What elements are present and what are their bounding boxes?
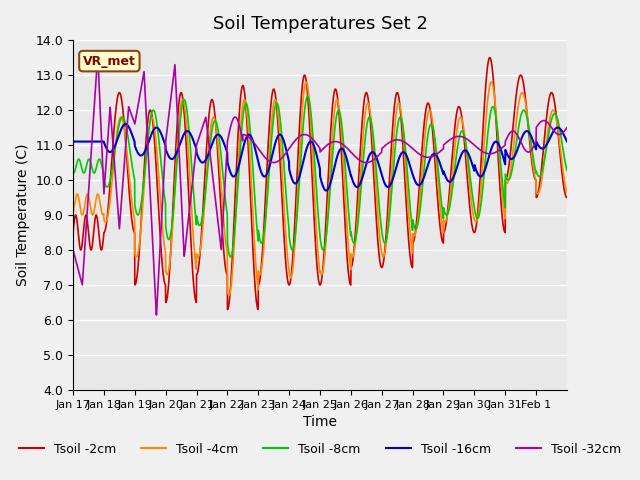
- Tsoil -16cm: [323, 188, 330, 193]
- Tsoil -32cm: [349, 152, 357, 158]
- Tsoil -4cm: [225, 293, 233, 299]
- Tsoil -32cm: [94, 52, 102, 58]
- Tsoil -2cm: [69, 229, 77, 235]
- Tsoil -32cm: [119, 183, 127, 189]
- Tsoil -16cm: [69, 139, 77, 144]
- Tsoil -32cm: [69, 247, 77, 253]
- Tsoil -4cm: [556, 145, 564, 151]
- Tsoil -32cm: [563, 125, 571, 131]
- Tsoil -2cm: [349, 254, 357, 260]
- Legend: Tsoil -2cm, Tsoil -4cm, Tsoil -8cm, Tsoil -16cm, Tsoil -32cm: Tsoil -2cm, Tsoil -4cm, Tsoil -8cm, Tsoi…: [14, 438, 626, 461]
- Title: Soil Temperatures Set 2: Soil Temperatures Set 2: [212, 15, 428, 33]
- Line: Tsoil -2cm: Tsoil -2cm: [73, 58, 567, 310]
- Tsoil -4cm: [468, 208, 476, 214]
- Tsoil -16cm: [225, 166, 233, 171]
- Tsoil -8cm: [497, 158, 504, 164]
- Line: Tsoil -4cm: Tsoil -4cm: [73, 82, 567, 296]
- Tsoil -2cm: [223, 307, 231, 312]
- Tsoil -2cm: [556, 154, 564, 159]
- Text: VR_met: VR_met: [83, 55, 136, 68]
- Tsoil -4cm: [118, 117, 126, 122]
- Line: Tsoil -32cm: Tsoil -32cm: [73, 55, 567, 315]
- Tsoil -16cm: [122, 121, 129, 127]
- Line: Tsoil -16cm: Tsoil -16cm: [73, 124, 567, 191]
- Tsoil -4cm: [69, 210, 77, 216]
- Tsoil -8cm: [69, 170, 77, 176]
- Tsoil -8cm: [118, 114, 126, 120]
- Line: Tsoil -8cm: Tsoil -8cm: [73, 96, 567, 257]
- Tsoil -16cm: [468, 163, 476, 168]
- Tsoil -4cm: [497, 169, 504, 175]
- Tsoil -32cm: [556, 132, 564, 137]
- Tsoil -8cm: [304, 93, 312, 99]
- Tsoil -8cm: [563, 168, 571, 173]
- Tsoil -2cm: [118, 103, 126, 108]
- Tsoil -32cm: [153, 312, 161, 318]
- Tsoil -8cm: [468, 193, 476, 199]
- Tsoil -8cm: [556, 130, 564, 135]
- Tsoil -4cm: [563, 189, 571, 195]
- Tsoil -8cm: [349, 240, 357, 246]
- Tsoil -16cm: [556, 126, 564, 132]
- Tsoil -8cm: [225, 251, 233, 256]
- Tsoil -16cm: [497, 145, 504, 151]
- Tsoil -2cm: [225, 300, 233, 305]
- Tsoil -4cm: [225, 292, 233, 298]
- Tsoil -2cm: [486, 55, 493, 60]
- Tsoil -8cm: [227, 254, 234, 260]
- Tsoil -2cm: [497, 192, 504, 198]
- Tsoil -2cm: [563, 195, 571, 201]
- Tsoil -32cm: [468, 141, 476, 146]
- Tsoil -16cm: [563, 138, 571, 144]
- Tsoil -4cm: [302, 79, 310, 85]
- X-axis label: Time: Time: [303, 415, 337, 429]
- Tsoil -16cm: [118, 124, 126, 130]
- Tsoil -4cm: [349, 252, 357, 258]
- Tsoil -2cm: [468, 225, 476, 230]
- Tsoil -16cm: [349, 180, 357, 186]
- Y-axis label: Soil Temperature (C): Soil Temperature (C): [16, 144, 30, 286]
- Tsoil -32cm: [497, 146, 504, 152]
- Tsoil -32cm: [225, 129, 233, 135]
